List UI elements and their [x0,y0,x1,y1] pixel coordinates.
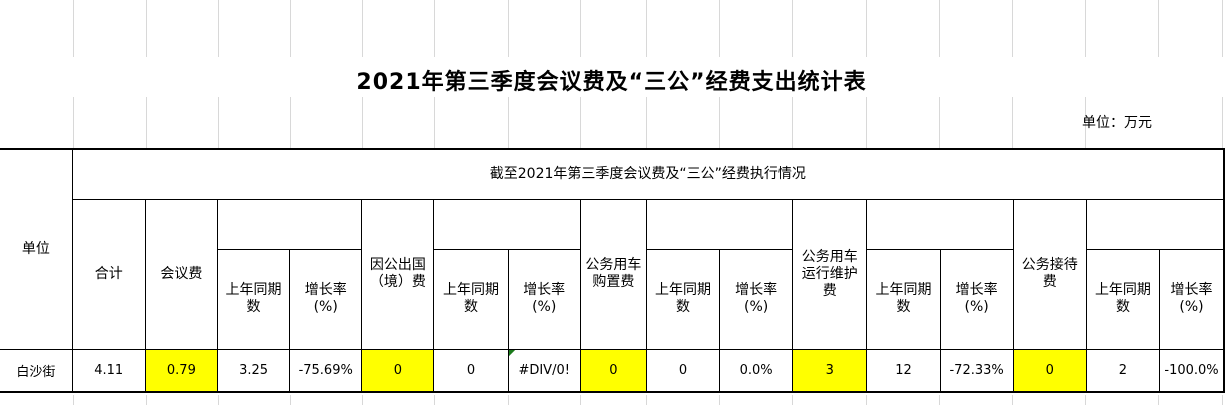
gridline [1158,395,1159,405]
gridline [218,395,219,405]
gridline [719,0,720,57]
header-vehicle-purchase-fee: 公务用车 购置费 [579,198,647,350]
gridline [580,0,581,57]
gridline [508,0,509,57]
cell-reception-fee: 0 [1012,348,1087,393]
gridline [866,395,867,405]
gridline [73,395,74,405]
header-spacer-reception [1085,198,1225,250]
gridline [719,97,720,148]
cell-reception-prior-year: 2 [1085,348,1161,393]
header-prior-year-reception: 上年同期 数 [1085,248,1161,350]
gridline [362,0,363,57]
gridline [146,395,147,405]
header-vehicle-maintenance-fee: 公务用车 运行维护 费 [792,198,868,350]
gridline [792,395,793,405]
header-growth-rate-reception: 增长率 (%) [1159,248,1225,350]
gridline [792,97,793,148]
sheet-title: 2021年第三季度会议费及“三公”经费支出统计表 [356,70,867,95]
cell-vehicle-maintenance-fee: 3 [792,348,868,393]
expense-stats-table: 单位 截至2021年第三季度会议费及“三公”经费执行情况 合计 会议费 因公出国… [0,148,1225,393]
gridline [580,395,581,405]
error-indicator-triangle [509,350,516,357]
gridline [719,395,720,405]
header-spacer-abroad [433,198,581,250]
header-prior-year-vehicle-purchase: 上年同期 数 [645,248,721,350]
cell-meeting-fee: 0.79 [144,348,218,393]
gridline [939,97,940,148]
error-value: #DIV/0! [518,362,570,378]
header-total: 合计 [71,198,146,350]
gridline [362,97,363,148]
cell-vehicle-purchase-growth-rate: 0.0% [719,348,794,393]
gridline [1012,0,1013,57]
gridline [362,395,363,405]
gridline [434,395,435,405]
cell-reception-growth-rate: -100.0% [1159,348,1225,393]
unit-note: 单位：万元 [1082,115,1152,131]
gridline [580,97,581,148]
cell-abroad-fee: 0 [361,348,435,393]
gridline [1085,0,1086,57]
cell-unit-name: 白沙街 [0,348,73,393]
header-growth-rate-abroad: 增长率 (%) [507,248,581,350]
cell-vehicle-maintenance-growth-rate: -72.33% [939,348,1014,393]
header-spacer-vehicle-maintenance [866,198,1014,250]
gridline [1222,0,1223,57]
cell-vehicle-purchase-fee: 0 [579,348,647,393]
header-spacer-meeting [216,198,363,250]
header-prior-year-abroad: 上年同期 数 [433,248,509,350]
gridline [508,395,509,405]
gridline [646,0,647,57]
header-growth-rate-vehicle-maintenance: 增长率 (%) [939,248,1014,350]
gridline [434,0,435,57]
gridline [939,0,940,57]
cell-vehicle-purchase-prior-year: 0 [645,348,721,393]
gridline [290,395,291,405]
gridline [434,97,435,148]
gridline [218,97,219,148]
header-banner: 截至2021年第三季度会议费及“三公”经费执行情况 [71,148,1225,200]
gridline [1085,97,1086,148]
gridline [146,0,147,57]
header-growth-rate-meeting: 增长率 (%) [289,248,363,350]
cell-total: 4.11 [71,348,146,393]
header-reception-fee: 公务接待 费 [1012,198,1087,350]
header-growth-rate-vehicle-purchase: 增长率 (%) [719,248,794,350]
gridline [1222,97,1223,148]
header-unit: 单位 [0,148,73,350]
gridline [1085,395,1086,405]
cell-abroad-prior-year: 0 [433,348,509,393]
gridline [218,0,219,57]
gridline [1012,97,1013,148]
gridline [866,97,867,148]
header-meeting-fee: 会议费 [144,198,218,350]
gridline [73,0,74,57]
cell-abroad-growth-rate: #DIV/0! [507,348,581,393]
gridline [508,97,509,148]
gridline [73,97,74,148]
gridline [146,97,147,148]
gridline [792,0,793,57]
cell-meeting-growth-rate: -75.69% [289,348,363,393]
header-abroad-fee: 因公出国 （境）费 [361,198,435,350]
gridline [646,395,647,405]
gridline [866,0,867,57]
gridline [290,0,291,57]
header-prior-year-vehicle-maintenance: 上年同期 数 [866,248,941,350]
cell-meeting-prior-year: 3.25 [216,348,291,393]
gridline [1158,0,1159,57]
gridline [1012,395,1013,405]
header-prior-year-meeting: 上年同期 数 [216,248,291,350]
cell-vehicle-maintenance-prior-year: 12 [866,348,941,393]
gridline [646,97,647,148]
gridline [939,395,940,405]
gridline [290,97,291,148]
header-spacer-vehicle-purchase [645,198,794,250]
gridline [1222,395,1223,405]
